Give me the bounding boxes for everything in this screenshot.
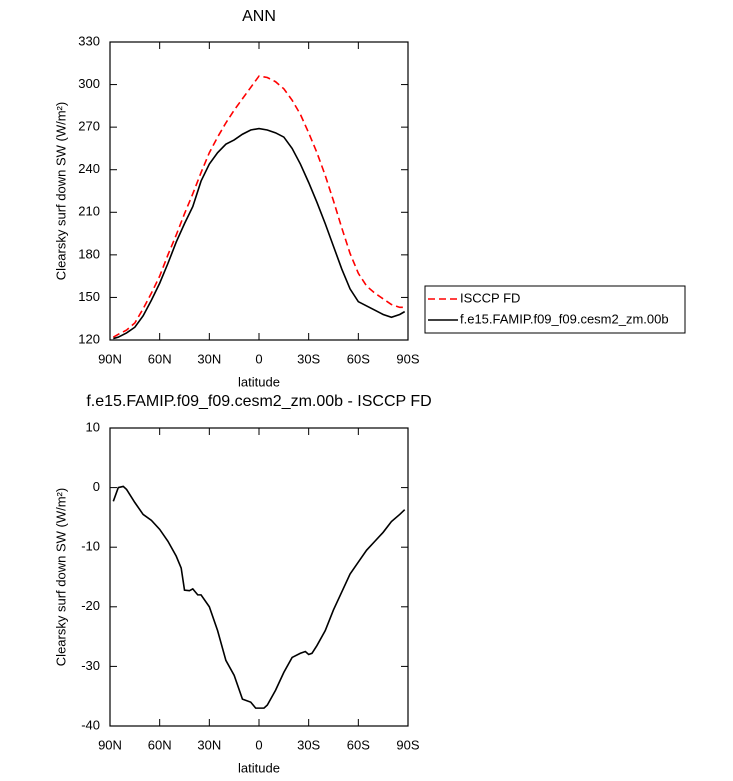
plot-frame xyxy=(109,41,409,341)
x-tick-label: 0 xyxy=(255,737,262,752)
y-tick-label: 180 xyxy=(78,246,100,261)
x-tick-label: 90S xyxy=(396,737,419,752)
x-tick-label: 60N xyxy=(148,737,172,752)
y-tick-label: 330 xyxy=(78,33,100,48)
data-line xyxy=(112,75,405,338)
legend-box xyxy=(424,285,686,334)
y-axis-label: Clearsky surf down SW (W/m²) xyxy=(53,102,68,280)
chart-title: ANN xyxy=(242,8,276,25)
y-tick-label: 0 xyxy=(93,479,100,494)
x-tick-label: 30S xyxy=(297,351,320,366)
plot-frame xyxy=(109,427,409,727)
data-line xyxy=(112,485,406,709)
x-axis-label: latitude xyxy=(238,760,280,775)
y-tick-label: 210 xyxy=(78,204,100,219)
x-tick-label: 30N xyxy=(197,351,221,366)
y-tick-label: 150 xyxy=(78,289,100,304)
y-tick-label: 300 xyxy=(78,76,100,91)
x-tick-label: 60S xyxy=(347,351,370,366)
x-tick-label: 30N xyxy=(197,737,221,752)
x-tick-label: 90N xyxy=(98,737,122,752)
x-axis-label: latitude xyxy=(238,374,280,389)
y-axis-label: Clearsky surf down SW (W/m²) xyxy=(53,488,68,666)
y-tick-label: -30 xyxy=(81,658,100,673)
data-line xyxy=(113,127,406,340)
legend-label: ISCCP FD xyxy=(460,290,520,305)
y-tick-label: 270 xyxy=(78,119,100,134)
chart-title: f.e15.FAMIP.f09_f09.cesm2_zm.00b - ISCCP… xyxy=(86,393,431,410)
x-tick-label: 60N xyxy=(148,351,172,366)
x-tick-label: 90N xyxy=(98,351,122,366)
y-tick-label: 10 xyxy=(86,419,100,434)
x-tick-label: 30S xyxy=(297,737,320,752)
x-tick-label: 0 xyxy=(255,351,262,366)
y-tick-label: 120 xyxy=(78,331,100,346)
x-tick-label: 60S xyxy=(347,737,370,752)
x-tick-label: 90S xyxy=(396,351,419,366)
y-tick-label: -40 xyxy=(81,717,100,732)
y-tick-label: -10 xyxy=(81,539,100,554)
legend-label: f.e15.FAMIP.f09_f09.cesm2_zm.00b xyxy=(460,311,669,326)
y-tick-label: 240 xyxy=(78,161,100,176)
y-tick-label: -20 xyxy=(81,598,100,613)
